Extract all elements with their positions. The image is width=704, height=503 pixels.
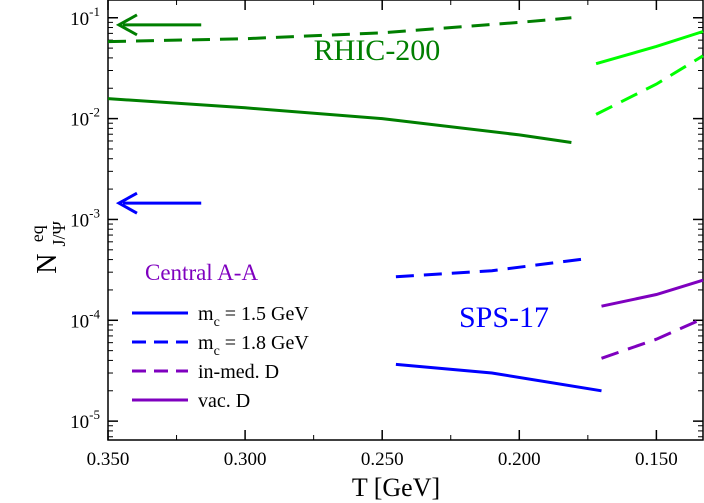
series-line bbox=[601, 278, 704, 308]
y-axis-label: N J/Ψ eq bbox=[27, 214, 72, 274]
annotation-label: SPS-17 bbox=[459, 301, 549, 334]
series-line bbox=[595, 54, 704, 116]
x-tick-label: 0.200 bbox=[498, 449, 541, 470]
y-axis-label-base: N bbox=[32, 254, 63, 274]
arrow-head bbox=[115, 191, 138, 215]
x-axis-label: T [GeV] bbox=[352, 473, 440, 502]
series-line bbox=[107, 97, 572, 144]
legend-label: mc = 1.5 GeV bbox=[198, 303, 309, 330]
legend-label: in-med. D bbox=[198, 361, 279, 383]
series-line bbox=[395, 362, 602, 393]
y-tick-label: 10-1 bbox=[70, 4, 100, 30]
x-tick-label: 0.300 bbox=[224, 449, 267, 470]
axis-ticks: 0.350 0.300 0.250 0.200 0.150 10-5 10-4 10-3 10-… bbox=[70, 0, 703, 470]
x-tick-label: 0.250 bbox=[361, 449, 404, 470]
series-line bbox=[595, 30, 704, 66]
y-tick-label: 10-5 bbox=[70, 407, 100, 433]
legend-label: vac. D bbox=[198, 390, 250, 412]
y-tick-label: 10-3 bbox=[70, 205, 100, 231]
y-axis-label-sup: eq bbox=[27, 225, 47, 242]
legend-label: mc = 1.8 GeV bbox=[198, 332, 309, 359]
series-line bbox=[601, 317, 704, 360]
legend-title: Central A-A bbox=[145, 260, 258, 285]
x-tick-label: 0.150 bbox=[635, 449, 678, 470]
y-axis-label-sub: J/Ψ bbox=[49, 221, 69, 247]
x-tick-label: 0.350 bbox=[87, 449, 130, 470]
arrow-head bbox=[115, 13, 138, 37]
y-tick-label: 10-2 bbox=[70, 105, 100, 131]
annotations-layer: RHIC-200 SPS-17 bbox=[314, 34, 549, 334]
series-line bbox=[107, 16, 572, 44]
annotation-label: RHIC-200 bbox=[314, 34, 441, 67]
arrows-layer bbox=[115, 13, 202, 215]
y-tick-label: 10-4 bbox=[70, 306, 100, 332]
series-layer bbox=[107, 16, 704, 393]
series-line bbox=[395, 257, 588, 279]
